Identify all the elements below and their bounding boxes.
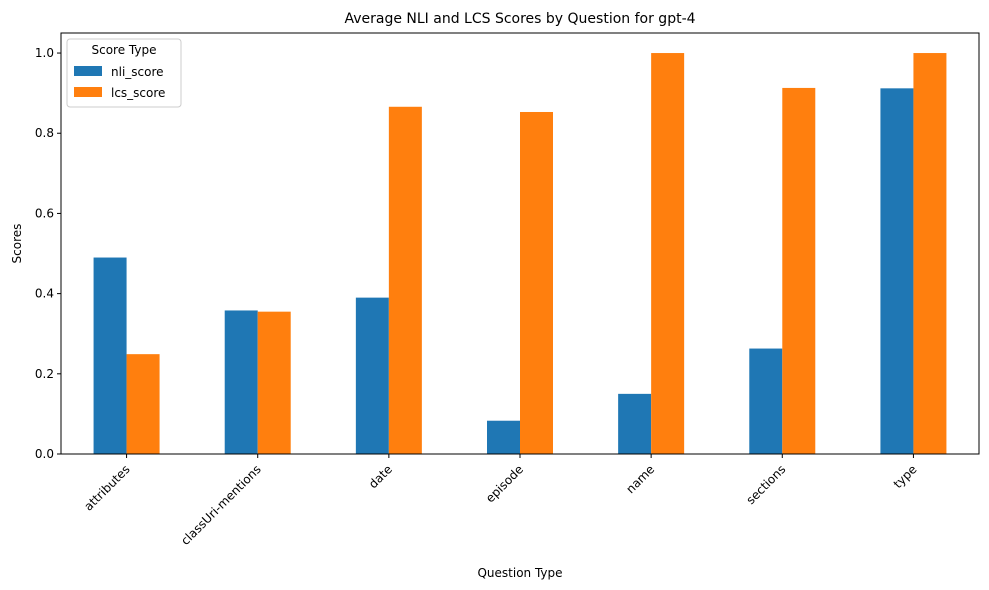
plot-frame [60, 32, 980, 455]
legend: Score Type nli_score lcs_score [66, 38, 182, 108]
x-tick-label: episode [483, 462, 526, 505]
x-tick-label: classUri-mentions [178, 462, 264, 548]
legend-label-lcs_score: lcs_score [111, 86, 165, 100]
bar-nli_score-date [355, 297, 389, 454]
y-tick-label: 0.2 [35, 367, 54, 381]
legend-swatch-lcs_score [74, 87, 102, 97]
legend-swatch-nli_score [74, 66, 102, 76]
bar-nli_score-name [618, 393, 652, 454]
y-axis: 0.0 0.2 0.4 0.6 0.8 1.0 [35, 46, 61, 461]
x-tick-label: sections [744, 462, 789, 507]
bar-lcs_score-episode [520, 111, 553, 455]
legend-title: Score Type [92, 43, 157, 57]
y-axis-title: Scores [10, 224, 24, 264]
bar-lcs_score-date [388, 106, 422, 454]
y-tick-label: 0.0 [35, 447, 54, 461]
bar-lcs_score-sections [782, 87, 816, 454]
x-tick-label: date [366, 462, 395, 491]
y-tick-label: 0.8 [35, 126, 54, 140]
bars-group [93, 53, 947, 455]
x-tick-label: name [623, 462, 657, 496]
bar-nli_score-attributes [93, 257, 127, 454]
legend-label-nli_score: nli_score [111, 65, 164, 79]
bar-lcs_score-classUri-mentions [257, 311, 291, 454]
x-axis: attributes classUri-mentions date episode na… [81, 454, 920, 548]
bar-nli_score-episode [487, 420, 520, 454]
bar-nli_score-sections [749, 348, 783, 454]
bar-lcs_score-attributes [126, 354, 160, 454]
x-tick-label: type [891, 462, 920, 491]
bar-nli_score-classUri-mentions [224, 310, 258, 454]
y-tick-label: 0.6 [35, 206, 54, 220]
bar-nli_score-type [880, 88, 914, 455]
chart-title: Average NLI and LCS Scores by Question f… [344, 11, 695, 27]
x-axis-title: Question Type [477, 566, 562, 580]
bar-lcs_score-type [913, 53, 947, 455]
y-tick-label: 0.4 [35, 287, 54, 301]
x-tick-label: attributes [81, 462, 132, 513]
y-tick-label: 1.0 [35, 46, 54, 60]
bar-lcs_score-name [651, 53, 685, 455]
